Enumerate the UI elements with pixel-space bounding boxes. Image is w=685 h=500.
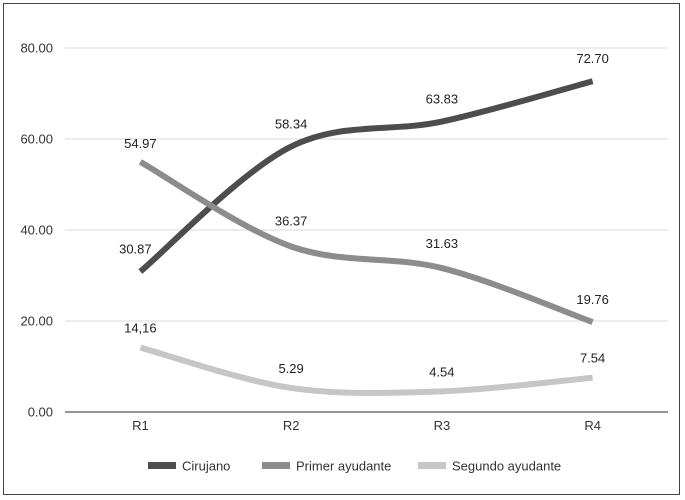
series-lines [138, 78, 594, 397]
data-labels: 30.87 58.34 63.83 72.70 54.97 36.37 31.63 19.76… [119, 51, 609, 379]
data-label: 7.54 [580, 351, 605, 366]
y-tick-label: 80.00 [20, 41, 53, 56]
legend-label: Segundo ayudante [452, 459, 561, 474]
legend: Cirujano Primer ayudante Segundo ayudante [148, 459, 561, 474]
y-tick-label: 0.00 [28, 405, 53, 420]
series-line-2 [139, 344, 593, 397]
data-label: 4.54 [429, 364, 454, 379]
x-tick-label: R3 [434, 418, 451, 433]
legend-swatch [148, 462, 176, 469]
data-label: 63.83 [426, 92, 459, 107]
y-tick-label: 40.00 [20, 223, 53, 238]
data-label: 36.37 [275, 214, 308, 229]
y-tick-label: 60.00 [20, 132, 53, 147]
legend-swatch [418, 462, 446, 469]
legend-swatch [262, 462, 290, 469]
data-label: 19.76 [576, 292, 609, 307]
y-axis-ticks: 0.00 20.00 40.00 60.00 80.00 [20, 41, 53, 420]
chart-frame [3, 3, 680, 495]
x-tick-label: R1 [132, 418, 149, 433]
series-line-1 [138, 159, 594, 325]
x-tick-label: R4 [584, 418, 601, 433]
data-label: 54.97 [124, 136, 157, 151]
x-axis-ticks: R1 R2 R3 R4 [132, 418, 601, 433]
legend-label: Primer ayudante [296, 459, 391, 474]
legend-label: Cirujano [182, 459, 230, 474]
data-label: 72.70 [576, 51, 609, 66]
series-line-0 [138, 78, 594, 274]
data-label: 30.87 [119, 242, 152, 257]
data-label: 14,16 [124, 321, 157, 336]
y-tick-label: 20.00 [20, 314, 53, 329]
data-label: 5.29 [278, 361, 303, 376]
data-label: 31.63 [426, 236, 459, 251]
data-label: 58.34 [275, 117, 308, 132]
gridlines [65, 47, 668, 413]
x-tick-label: R2 [283, 418, 300, 433]
